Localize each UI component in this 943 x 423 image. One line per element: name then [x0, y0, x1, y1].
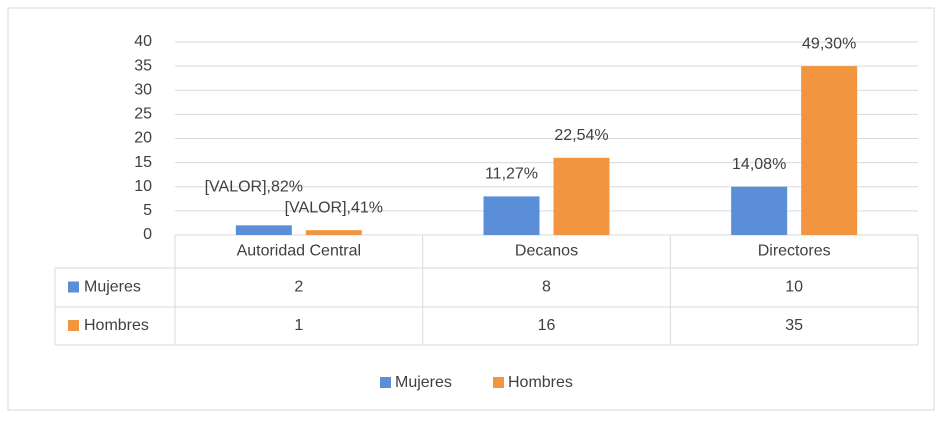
y-tick-label: 0 — [143, 226, 152, 243]
bar — [235, 225, 292, 235]
table-legend-key — [68, 320, 79, 331]
data-label: 49,30% — [802, 35, 856, 52]
y-tick-label: 5 — [143, 202, 152, 219]
data-label: 11,27% — [485, 166, 538, 183]
table-cell: 35 — [785, 317, 803, 334]
data-label: [VALOR],82% — [205, 179, 303, 196]
data-label: 14,08% — [732, 156, 786, 173]
table-series-name: Hombres — [84, 317, 149, 334]
table-cell: 10 — [785, 279, 803, 296]
table-cell: 16 — [538, 317, 556, 334]
y-tick-label: 35 — [134, 57, 152, 74]
legend-key — [380, 377, 391, 388]
y-tick-label: 25 — [134, 106, 152, 123]
y-tick-label: 40 — [134, 33, 152, 50]
legend-label: Hombres — [508, 374, 573, 391]
table-cell: 8 — [542, 279, 551, 296]
table-series-name: Mujeres — [84, 279, 141, 296]
data-label: [VALOR],41% — [285, 199, 383, 216]
x-tick-label: Directores — [758, 243, 831, 260]
bar — [731, 186, 788, 235]
bar — [305, 230, 362, 235]
x-tick-label: Decanos — [515, 243, 578, 260]
x-tick-label: Autoridad Central — [237, 243, 362, 260]
table-legend-key — [68, 281, 79, 293]
y-tick-label: 10 — [134, 178, 152, 195]
bar — [801, 66, 858, 235]
legend-key — [493, 377, 504, 388]
bar — [553, 157, 610, 235]
y-tick-label: 15 — [134, 154, 152, 171]
y-tick-label: 20 — [134, 130, 152, 147]
bar — [483, 196, 540, 235]
legend-label: Mujeres — [395, 374, 452, 391]
data-label: 22,54% — [554, 127, 608, 144]
table-cell: 1 — [294, 317, 303, 334]
table-cell: 2 — [294, 279, 303, 296]
y-tick-label: 30 — [134, 81, 152, 98]
